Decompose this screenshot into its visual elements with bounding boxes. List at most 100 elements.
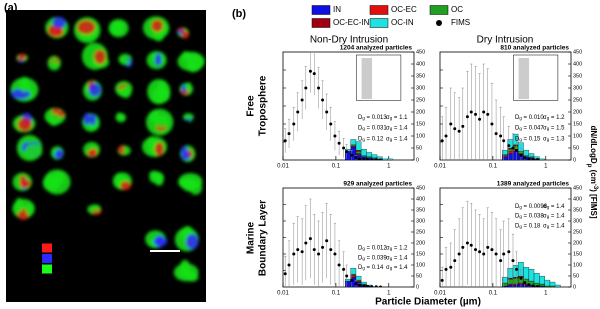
fims-point — [461, 245, 465, 249]
x-tick-label: 1 — [544, 291, 548, 297]
fit-parameters: Dg = 0.031σg = 1.4 — [358, 125, 408, 131]
fims-point — [482, 110, 486, 114]
fit-symbol: = — [522, 114, 529, 120]
fims-point — [337, 141, 341, 145]
fit-symbol: D — [515, 223, 520, 229]
fit-symbol: σ — [386, 125, 390, 131]
particle-phase — [19, 175, 26, 188]
fit-parameters: Dg = 0.012σg = 1.2 — [358, 245, 408, 251]
fit-value: 0.047 — [529, 125, 545, 131]
fims-point — [453, 127, 457, 131]
fims-point — [379, 158, 383, 160]
x-tick-label: 0.1 — [332, 291, 341, 297]
fims-point — [366, 158, 370, 160]
fit-value: 0.012 — [372, 245, 388, 251]
fims-point — [482, 252, 486, 256]
fims-point — [333, 252, 337, 256]
histogram-bar — [360, 155, 367, 157]
histogram-bar — [355, 153, 362, 155]
fims-point — [292, 122, 296, 126]
fit-symbol: g — [547, 205, 550, 210]
fit-symbol: g — [519, 137, 522, 142]
fims-point — [507, 144, 511, 148]
histogram-bar — [502, 282, 508, 287]
y2-tick-label: 300 — [573, 218, 582, 224]
particle-phase — [87, 149, 97, 158]
y2-axis-label: dN/dLogDp (cm-3) [FIMS] — [586, 125, 598, 218]
fims-point — [379, 285, 383, 287]
histogram-bar — [512, 284, 519, 288]
y2-tick-label: 300 — [573, 85, 582, 91]
histogram-bar — [528, 153, 535, 157]
x-tick-label: 1 — [387, 291, 391, 297]
fims-point — [370, 285, 374, 287]
fims-point — [449, 122, 453, 126]
legend-label: Elemental C/Soot — [56, 243, 118, 252]
fit-value: 1.4 — [556, 223, 565, 229]
fims-point — [490, 122, 494, 126]
fims-point — [478, 250, 482, 254]
fims-point — [321, 98, 325, 102]
legend-swatch — [42, 264, 52, 274]
histogram-bar — [533, 272, 540, 284]
y2-tick-label: 350 — [573, 207, 582, 213]
particle-phase — [181, 51, 191, 61]
fims-point — [283, 139, 287, 143]
particle-phase — [14, 197, 24, 213]
fit-value: 1.4 — [399, 265, 408, 271]
fims-point — [350, 278, 354, 282]
fims-point — [325, 239, 329, 243]
histogram-bar — [350, 268, 357, 275]
particle-phase — [94, 49, 106, 65]
particle-phase — [48, 177, 61, 190]
fit-symbol: g — [390, 137, 393, 142]
row-label: Marine — [246, 221, 257, 254]
fit-parameters: Dg = 0.18 σg = 1.4 — [515, 223, 565, 229]
fit-symbol: = — [549, 213, 556, 219]
fit-symbol: D — [515, 213, 520, 219]
fims-point — [515, 267, 519, 271]
fit-symbol: g — [519, 126, 522, 131]
histogram-bar — [507, 268, 514, 279]
particle-phase — [48, 112, 60, 126]
y2-tick-label: 450 — [573, 185, 582, 191]
fit-symbol: g — [519, 205, 522, 210]
particle-phase — [154, 142, 164, 157]
particle-phase — [18, 54, 22, 62]
fit-symbol: = — [365, 245, 372, 251]
histogram-bar — [360, 149, 367, 156]
legend-swatch — [369, 5, 389, 15]
fims-point — [502, 139, 506, 143]
histogram-bar — [350, 139, 357, 146]
histogram-bar — [355, 150, 362, 152]
fit-parameters: Dg = 0.038σg = 1.4 — [515, 213, 565, 219]
histogram-bar — [355, 151, 362, 154]
fims-point — [308, 69, 312, 73]
x-tick-label: 1 — [387, 164, 391, 170]
particle-phase — [53, 26, 64, 37]
particle-phase — [83, 112, 91, 125]
particle-phase — [77, 20, 96, 35]
fims-point — [321, 245, 325, 249]
fit-symbol: σ — [543, 136, 547, 142]
fims-point — [486, 245, 490, 249]
y2-tick-label: 0 — [416, 284, 419, 290]
histogram-bar — [507, 278, 514, 285]
y2-tick-label: 200 — [573, 109, 582, 115]
y2-tick-label: 100 — [573, 133, 582, 139]
fit-value: 0.12 — [372, 136, 384, 142]
y2-axis-label-part: dN/dLogD — [589, 125, 598, 163]
fit-symbol: g — [362, 126, 365, 131]
fims-series — [283, 198, 383, 287]
fims-point — [457, 252, 461, 256]
fit-symbol: D — [515, 136, 520, 142]
y2-tick-label: 250 — [573, 229, 582, 235]
fit-parameters: Dg = 0.039σg = 1.4 — [358, 255, 408, 261]
fit-symbol: = — [392, 125, 399, 131]
fims-point — [511, 259, 515, 263]
y2-tick-label: 100 — [416, 133, 425, 139]
fims-point — [461, 124, 465, 128]
scale-bar-label: 1 µm — [156, 256, 174, 265]
y2-axis-label-part: ) [FIMS] — [589, 189, 598, 219]
fims-point — [440, 139, 444, 143]
